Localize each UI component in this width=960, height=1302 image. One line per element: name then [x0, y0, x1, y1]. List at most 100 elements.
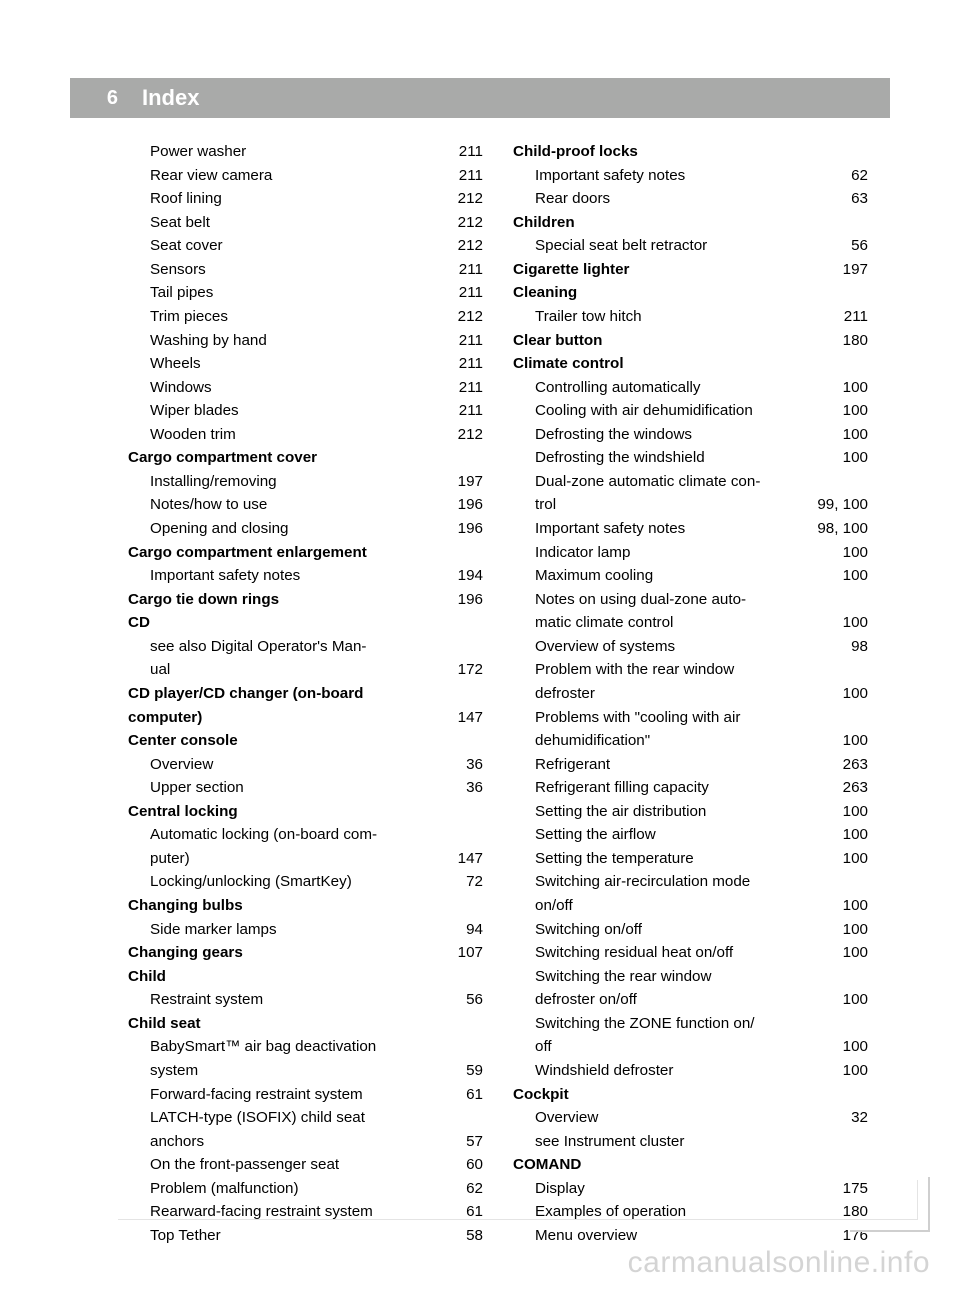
- index-label: Overview of systems: [535, 635, 675, 659]
- index-entry: on/off100: [513, 894, 868, 918]
- index-entry: Cigarette lighter197: [513, 258, 868, 282]
- index-entry: Cargo compartment cover: [128, 446, 483, 470]
- index-entry: Special seat belt retractor56: [513, 234, 868, 258]
- index-page: 61: [447, 1083, 483, 1107]
- index-label: Dual-zone automatic climate con-: [535, 470, 760, 494]
- index-label: Switching the rear window: [535, 965, 711, 989]
- index-entry: Automatic locking (on-board com-: [128, 823, 483, 847]
- index-label: off: [535, 1035, 552, 1059]
- index-entry: Cleaning: [513, 281, 868, 305]
- index-label: Indicator lamp: [535, 541, 630, 565]
- index-entry: dehumidification"100: [513, 729, 868, 753]
- index-page: 100: [832, 541, 868, 565]
- index-label: Menu overview: [535, 1224, 637, 1248]
- index-page: 211: [447, 164, 483, 188]
- index-label: Windows: [150, 376, 212, 400]
- index-entry: defroster100: [513, 682, 868, 706]
- index-label: Cockpit: [513, 1083, 569, 1107]
- content-area: Power washer211Rear view camera211Roof l…: [128, 140, 868, 1172]
- index-entry: Changing bulbs: [128, 894, 483, 918]
- index-label: Cigarette lighter: [513, 258, 629, 282]
- index-label: Changing gears: [128, 941, 243, 965]
- index-label: Overview: [535, 1106, 598, 1130]
- page-number: 6: [70, 78, 128, 118]
- index-label: Important safety notes: [535, 164, 685, 188]
- index-entry: Overview32: [513, 1106, 868, 1130]
- index-label: defroster on/off: [535, 988, 637, 1012]
- index-entry: Important safety notes194: [128, 564, 483, 588]
- index-label: Climate control: [513, 352, 624, 376]
- index-entry: Rear view camera 211: [128, 164, 483, 188]
- index-entry: Switching air-recirculation mode: [513, 870, 868, 894]
- index-label: COMAND: [513, 1153, 581, 1177]
- index-label: Rear view camera: [150, 164, 272, 188]
- index-page: 211: [447, 258, 483, 282]
- index-page: 107: [447, 941, 483, 965]
- index-entry: Opening and closing196: [128, 517, 483, 541]
- index-entry: Locking/unlocking (SmartKey)72: [128, 870, 483, 894]
- index-page: 211: [447, 376, 483, 400]
- index-entry: Defrosting the windows100: [513, 423, 868, 447]
- index-label: Installing/removing: [150, 470, 277, 494]
- index-page: 211: [447, 329, 483, 353]
- index-entry: BabySmart™ air bag deactivation: [128, 1035, 483, 1059]
- index-label: matic climate control: [535, 611, 673, 635]
- index-label: Trim pieces: [150, 305, 228, 329]
- index-entry: Wheels211: [128, 352, 483, 376]
- index-entry: off100: [513, 1035, 868, 1059]
- index-label: Clear button: [513, 329, 602, 353]
- index-page: 211: [447, 352, 483, 376]
- index-page: 211: [832, 305, 868, 329]
- index-entry: CD: [128, 611, 483, 635]
- index-label: Top Tether: [150, 1224, 221, 1248]
- index-label: Problem with the rear window: [535, 658, 734, 682]
- index-page: 196: [447, 517, 483, 541]
- index-entry: Switching residual heat on/off100: [513, 941, 868, 965]
- index-label: Center console: [128, 729, 238, 753]
- index-page: 58: [447, 1224, 483, 1248]
- index-page: 197: [447, 470, 483, 494]
- index-entry: Cockpit: [513, 1083, 868, 1107]
- index-entry: defroster on/off100: [513, 988, 868, 1012]
- index-entry: Problems with "cooling with air: [513, 706, 868, 730]
- index-label: Changing bulbs: [128, 894, 243, 918]
- index-entry: Problem with the rear window: [513, 658, 868, 682]
- index-page: 263: [832, 753, 868, 777]
- index-entry: Upper section36: [128, 776, 483, 800]
- index-entry: Important safety notes62: [513, 164, 868, 188]
- index-entry: ual172: [128, 658, 483, 682]
- page-border-decoration: [118, 1180, 918, 1220]
- index-label: dehumidification": [535, 729, 650, 753]
- index-label: On the front-passenger seat: [150, 1153, 339, 1177]
- index-page: 212: [447, 423, 483, 447]
- index-entry: Seat cover212: [128, 234, 483, 258]
- index-label: Setting the temperature: [535, 847, 694, 871]
- index-page: 100: [832, 376, 868, 400]
- index-label: Child seat: [128, 1012, 201, 1036]
- index-label: Special seat belt retractor: [535, 234, 707, 258]
- index-label: Wooden trim: [150, 423, 236, 447]
- index-entry: Trailer tow hitch211: [513, 305, 868, 329]
- index-page: 100: [832, 399, 868, 423]
- index-label: Cooling with air dehumidification: [535, 399, 753, 423]
- index-entry: Child-proof locks: [513, 140, 868, 164]
- index-page: 60: [447, 1153, 483, 1177]
- index-entry: Climate control: [513, 352, 868, 376]
- index-page: 100: [832, 564, 868, 588]
- index-entry: Indicator lamp 100: [513, 541, 868, 565]
- index-page: 211: [447, 399, 483, 423]
- index-page: 147: [447, 847, 483, 871]
- index-entry: puter)147: [128, 847, 483, 871]
- index-page: 36: [447, 776, 483, 800]
- index-label: Side marker lamps: [150, 918, 277, 942]
- index-entry: Cargo compartment enlargement: [128, 541, 483, 565]
- index-entry: matic climate control100: [513, 611, 868, 635]
- index-entry: Switching the ZONE function on/: [513, 1012, 868, 1036]
- index-entry: Refrigerant263: [513, 753, 868, 777]
- index-entry: Maximum cooling100: [513, 564, 868, 588]
- page-corner-decoration: [850, 1177, 930, 1232]
- index-label: Controlling automatically: [535, 376, 700, 400]
- index-entry: anchors57: [128, 1130, 483, 1154]
- index-entry: LATCH-type (ISOFIX) child seat: [128, 1106, 483, 1130]
- index-page: 172: [447, 658, 483, 682]
